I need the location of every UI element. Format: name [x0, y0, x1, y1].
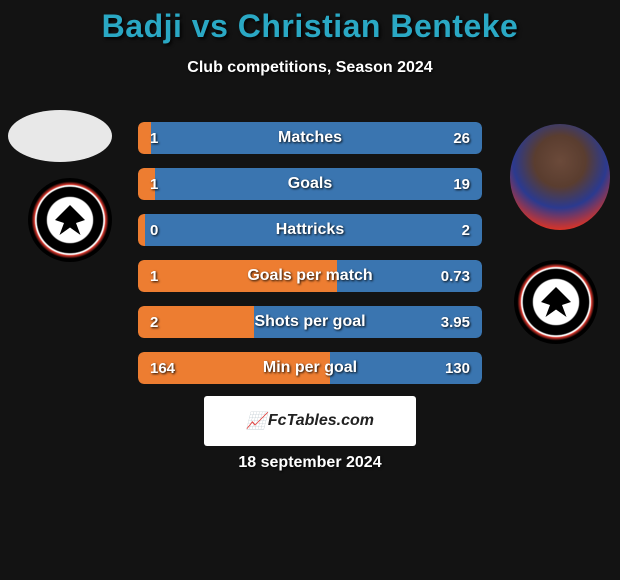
stat-label: Hattricks	[138, 214, 482, 246]
comparison-chart: Matches126Goals119Hattricks02Goals per m…	[138, 122, 482, 398]
source-label: FcTables.com	[268, 412, 374, 430]
player-right-avatar	[510, 124, 610, 230]
club-badge-left	[28, 178, 112, 262]
stat-row: Min per goal164 130	[138, 352, 482, 384]
stat-value-right: 19	[453, 168, 470, 200]
page-subtitle: Club competitions, Season 2024	[0, 59, 620, 77]
stat-value-left: 2	[150, 306, 158, 338]
stat-value-right: 3.95	[441, 306, 470, 338]
stat-value-left: 1	[150, 260, 158, 292]
stat-value-right: 26	[453, 122, 470, 154]
stat-value-left: 1	[150, 122, 158, 154]
stat-label: Matches	[138, 122, 482, 154]
stat-value-left: 1	[150, 168, 158, 200]
stat-row: Goals per match1 0.73	[138, 260, 482, 292]
stat-label: Goals	[138, 168, 482, 200]
stat-value-right: 130	[445, 352, 470, 384]
stat-label: Min per goal	[138, 352, 482, 384]
date-label: 18 september 2024	[0, 454, 620, 472]
club-badge-right	[514, 260, 598, 344]
stat-row: Matches1 26	[138, 122, 482, 154]
stat-value-left: 0	[150, 214, 158, 246]
source-attribution: 📈FcTables.com	[204, 396, 416, 446]
stat-label: Goals per match	[138, 260, 482, 292]
stat-row: Hattricks0 2	[138, 214, 482, 246]
stat-value-right: 2	[462, 214, 470, 246]
eagle-icon	[541, 287, 571, 317]
stat-label: Shots per goal	[138, 306, 482, 338]
eagle-icon	[55, 205, 85, 235]
stat-value-right: 0.73	[441, 260, 470, 292]
page-title: Badji vs Christian Benteke	[0, 0, 620, 45]
stat-row: Goals1 19	[138, 168, 482, 200]
stat-value-left: 164	[150, 352, 175, 384]
stat-row: Shots per goal2 3.95	[138, 306, 482, 338]
player-left-avatar	[8, 110, 112, 162]
